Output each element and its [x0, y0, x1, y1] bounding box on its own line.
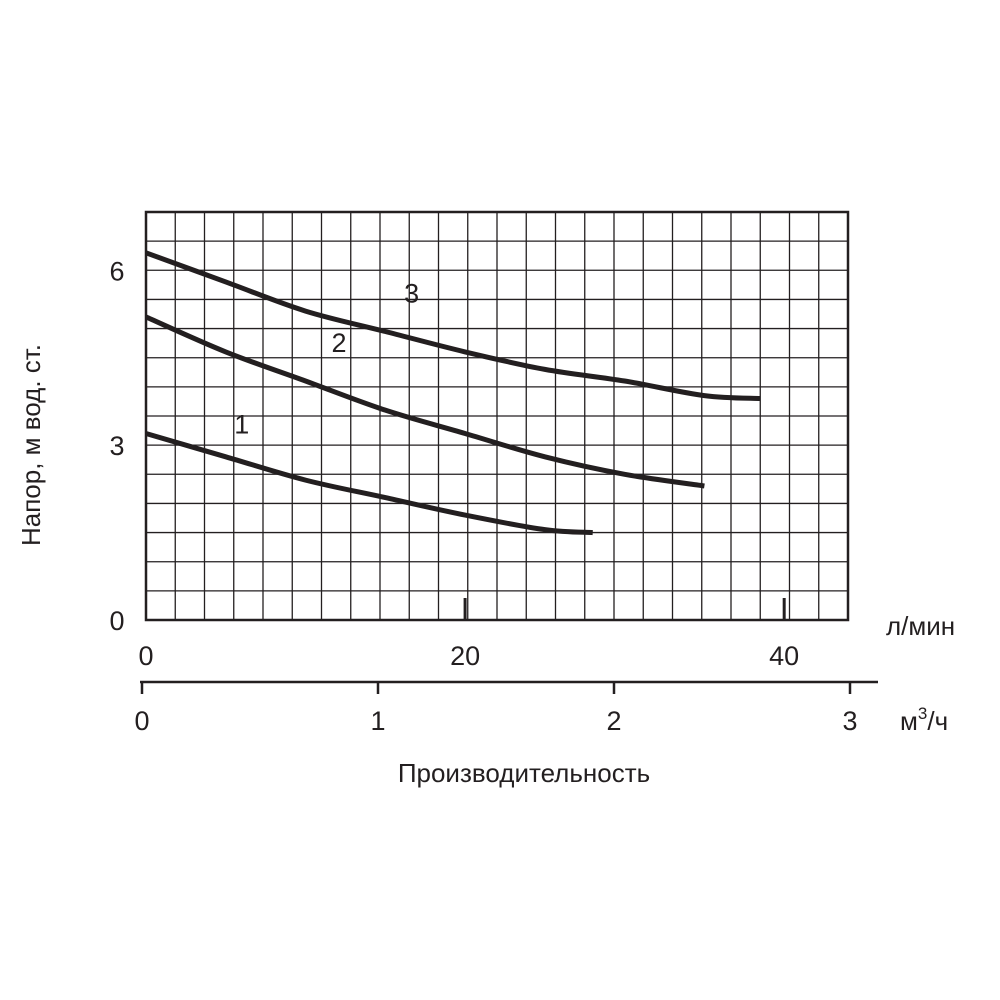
x2-tick-label: 1: [370, 706, 385, 736]
x-axis-lmin-ticks: 0 20 40: [138, 598, 799, 671]
series: 1 2 3: [144, 250, 761, 536]
y-tick-label: 6: [109, 256, 124, 286]
x-axis-unit-m3h-tail: /ч: [927, 706, 948, 736]
x-axis-unit-m3h-base: м: [900, 706, 918, 736]
y-tick-label: 3: [109, 431, 124, 461]
y-tick-label: 0: [109, 606, 124, 636]
x-tick-label: 0: [138, 641, 153, 671]
x2-tick-label: 0: [134, 706, 149, 736]
x-axis-unit-m3h-sup: 3: [918, 704, 927, 723]
series-line-2: [144, 314, 705, 489]
y-axis-ticks: 0 3 6: [109, 256, 124, 636]
x-tick-label: 40: [769, 641, 799, 671]
grid: [144, 210, 850, 622]
x2-tick-label: 2: [606, 706, 621, 736]
x-tick-label: 20: [450, 641, 480, 671]
x-axis-label: Производительность: [398, 758, 650, 788]
x-axis-unit-m3h: м3/ч: [900, 704, 948, 736]
y-axis-label: Напор, м вод. ст.: [16, 344, 46, 546]
x-axis-m3h: 0 1 2 3: [134, 680, 878, 736]
series-line-1: [145, 431, 593, 536]
series-label-3: 3: [404, 278, 419, 308]
series-label-1: 1: [234, 409, 249, 439]
series-label-2: 2: [332, 328, 347, 358]
x-axis-unit-lmin: л/мин: [886, 611, 955, 641]
x2-tick-label: 3: [842, 706, 857, 736]
series-line-3: [145, 250, 761, 402]
plot-frame: [144, 210, 850, 622]
